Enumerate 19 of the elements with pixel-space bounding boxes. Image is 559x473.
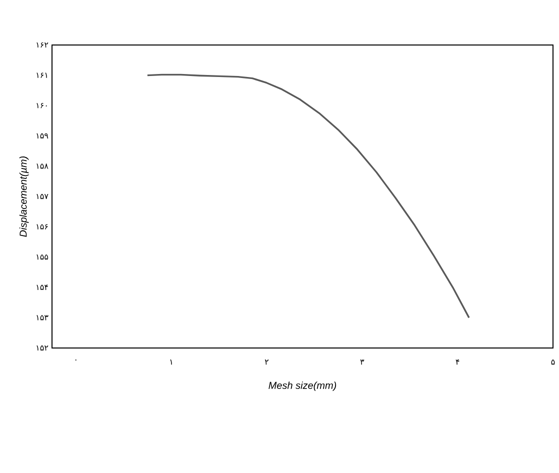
- y-tick-label: ۱۵۷: [36, 194, 48, 200]
- y-axis-title: Displacement(µm): [19, 156, 29, 237]
- y-tick-label: ۱۵۸: [36, 164, 48, 169]
- y-tick-label: ۱۵۳: [36, 315, 48, 320]
- x-tick-label: ۲: [264, 360, 269, 365]
- y-tick-label: ۱۵۹: [36, 133, 48, 138]
- y-tick-label: ۱۵۵: [36, 254, 48, 260]
- x-tick-label: ۴: [456, 360, 460, 365]
- y-tick-label: ۱۵۶: [36, 224, 48, 230]
- y-tick-label: ۱۶۱: [36, 72, 47, 78]
- x-axis-title: Mesh size(mm): [268, 382, 336, 391]
- y-tick-label: ۱۵۲: [36, 345, 48, 351]
- y-tick-label: ۱۵۴: [36, 284, 48, 290]
- x-tick-label: ۵: [551, 360, 555, 365]
- x-tick-label: ۳: [360, 360, 364, 365]
- y-tick-label: ۱۶۰: [36, 103, 47, 108]
- line-series: [146, 74, 470, 319]
- y-tick-label: ۱۶۲: [36, 42, 48, 48]
- x-tick-label: ۱: [170, 360, 172, 365]
